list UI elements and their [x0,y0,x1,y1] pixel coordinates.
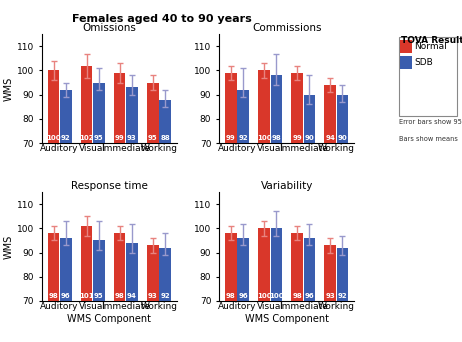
Text: 98: 98 [271,135,281,141]
Bar [126,243,138,342]
Y-axis label: WMS: WMS [4,77,14,101]
Text: 98: 98 [115,292,125,299]
Bar [48,70,59,313]
Bar [225,73,237,313]
Bar [324,85,336,313]
Bar [93,82,105,313]
Text: Error bars show 95.0% CI of mean: Error bars show 95.0% CI of mean [399,119,462,125]
Title: Omissions: Omissions [82,23,136,34]
Bar [81,226,92,342]
Bar [147,245,158,342]
Bar [93,240,105,342]
Title: Variability: Variability [261,181,313,191]
Text: 90: 90 [338,135,347,141]
Text: 96: 96 [61,292,71,299]
Bar [114,73,126,313]
Bar [292,73,303,313]
Text: 96: 96 [238,292,248,299]
Bar [292,233,303,342]
Text: 92: 92 [338,292,347,299]
Text: 93: 93 [325,292,335,299]
Text: 100: 100 [46,135,61,141]
Text: 90: 90 [304,135,314,141]
Text: 95: 95 [94,292,103,299]
X-axis label: WMS Component: WMS Component [245,314,329,324]
Text: 100: 100 [257,292,271,299]
Text: 98: 98 [226,292,236,299]
Text: 99: 99 [226,135,236,141]
Text: 93: 93 [127,135,137,141]
Bar [324,245,336,342]
Text: 92: 92 [61,135,71,141]
Bar [304,238,315,342]
Text: 98: 98 [49,292,58,299]
Text: 94: 94 [325,135,335,141]
X-axis label: WMS Component: WMS Component [67,314,151,324]
Text: 102: 102 [79,135,94,141]
Bar [304,95,315,313]
Text: 100: 100 [269,292,284,299]
Text: 99: 99 [115,135,125,141]
Bar [237,238,249,342]
Text: Normal: Normal [414,42,447,51]
Text: TOVA Result: TOVA Result [401,36,462,45]
Bar [60,238,72,342]
Title: Response time: Response time [71,181,148,191]
Bar [147,82,158,313]
Text: 95: 95 [94,135,103,141]
Bar [258,70,270,313]
Bar [60,90,72,313]
Bar [81,66,92,313]
Bar [225,233,237,342]
Text: 95: 95 [148,135,158,141]
Text: SDB: SDB [414,58,433,67]
Bar [159,248,171,342]
Text: Females aged 40 to 90 years: Females aged 40 to 90 years [72,14,252,24]
Bar [48,233,59,342]
Bar [114,233,126,342]
Text: 100: 100 [257,135,271,141]
Text: 93: 93 [148,292,158,299]
Text: Bars show means: Bars show means [399,136,458,142]
Text: 98: 98 [292,292,302,299]
Text: 92: 92 [160,292,170,299]
Text: 99: 99 [292,135,302,141]
Text: 101: 101 [79,292,94,299]
Text: 96: 96 [304,292,314,299]
Y-axis label: WMS: WMS [4,234,14,259]
Bar [258,228,270,342]
Bar [337,95,348,313]
Bar [159,100,171,313]
Title: Commissions: Commissions [252,23,322,34]
Bar [337,248,348,342]
Bar [271,75,282,313]
Text: 92: 92 [238,135,248,141]
Bar [237,90,249,313]
Text: 94: 94 [127,292,137,299]
Text: 88: 88 [160,135,170,141]
Bar [271,228,282,342]
Bar [126,88,138,313]
